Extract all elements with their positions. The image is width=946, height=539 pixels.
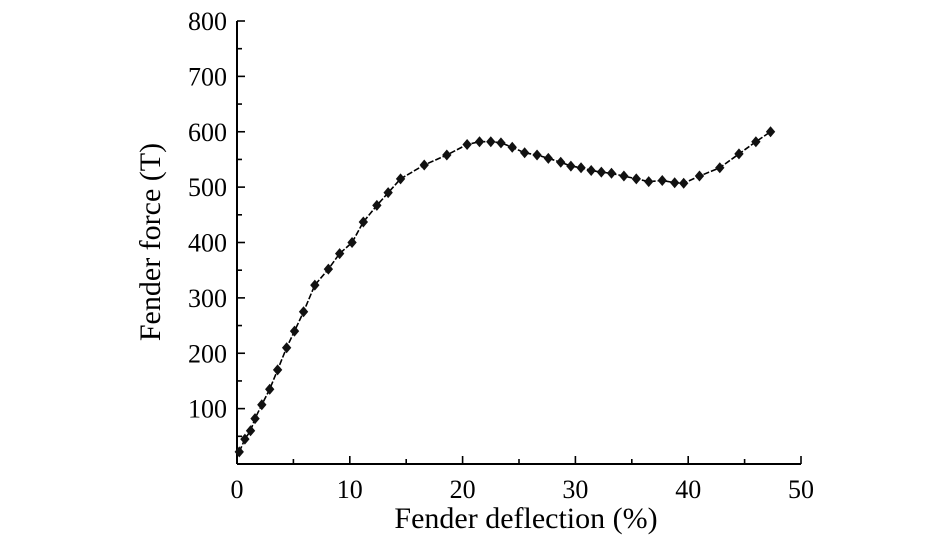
data-point — [751, 136, 761, 148]
y-axis-title: Fender force (T) — [134, 143, 167, 341]
data-point — [289, 325, 300, 337]
data-point — [419, 159, 429, 171]
y-tick-label: 400 — [188, 229, 227, 258]
data-point — [576, 162, 586, 174]
data-point — [679, 177, 689, 189]
x-tick-label: 0 — [231, 475, 244, 504]
x-tick-label: 10 — [337, 475, 363, 504]
data-point — [644, 176, 654, 188]
y-tick-label: 700 — [188, 62, 227, 91]
data-point — [566, 160, 576, 172]
data-point — [734, 148, 744, 160]
data-point — [474, 136, 485, 148]
y-tick-label: 500 — [188, 173, 227, 202]
data-point — [234, 446, 244, 458]
data-point — [240, 433, 250, 445]
plot-area — [234, 126, 776, 458]
data-point — [657, 174, 667, 186]
y-tick-label: 600 — [188, 118, 227, 147]
data-point — [323, 263, 334, 275]
data-point — [715, 162, 725, 174]
data-point — [669, 177, 680, 189]
data-point — [556, 156, 566, 168]
data-point — [486, 136, 496, 148]
data-point — [298, 306, 309, 318]
data-point — [281, 342, 292, 354]
data-point — [694, 170, 705, 182]
data-point — [372, 199, 382, 211]
series-line — [238, 131, 771, 453]
data-point — [619, 170, 629, 182]
y-tick-label: 300 — [188, 284, 227, 313]
x-axis-title: Fender deflection (%) — [394, 502, 657, 535]
data-point — [543, 152, 554, 164]
y-tick-label: 200 — [188, 339, 227, 368]
axes — [236, 21, 801, 465]
data-point — [245, 425, 256, 437]
x-tick-label: 20 — [450, 475, 476, 504]
data-point — [334, 248, 345, 260]
y-tick-label: 100 — [188, 395, 227, 424]
data-point — [383, 187, 393, 199]
data-point — [519, 147, 530, 159]
x-tick-label: 40 — [675, 475, 701, 504]
data-point — [606, 167, 617, 179]
data-point — [631, 173, 641, 185]
ticks — [236, 20, 802, 464]
data-point — [257, 399, 267, 411]
data-point — [250, 413, 260, 425]
x-tick-label: 50 — [788, 475, 814, 504]
data-point — [272, 364, 283, 376]
data-point — [310, 279, 320, 291]
data-point — [586, 165, 596, 177]
data-point — [765, 126, 776, 138]
data-point — [347, 237, 357, 248]
data-point — [395, 173, 406, 185]
data-point — [507, 141, 517, 153]
data-point — [265, 383, 275, 395]
data-point — [496, 137, 506, 149]
data-point — [532, 149, 542, 161]
data-point — [442, 149, 452, 161]
x-tick-label: 30 — [562, 475, 588, 504]
tick-labels: 0 10 20 30 40 50 100 200 300 400 500 600 700 800 — [188, 7, 814, 504]
data-point — [358, 216, 369, 228]
data-point — [596, 166, 607, 178]
y-tick-label: 800 — [188, 7, 227, 36]
data-point — [462, 138, 472, 150]
